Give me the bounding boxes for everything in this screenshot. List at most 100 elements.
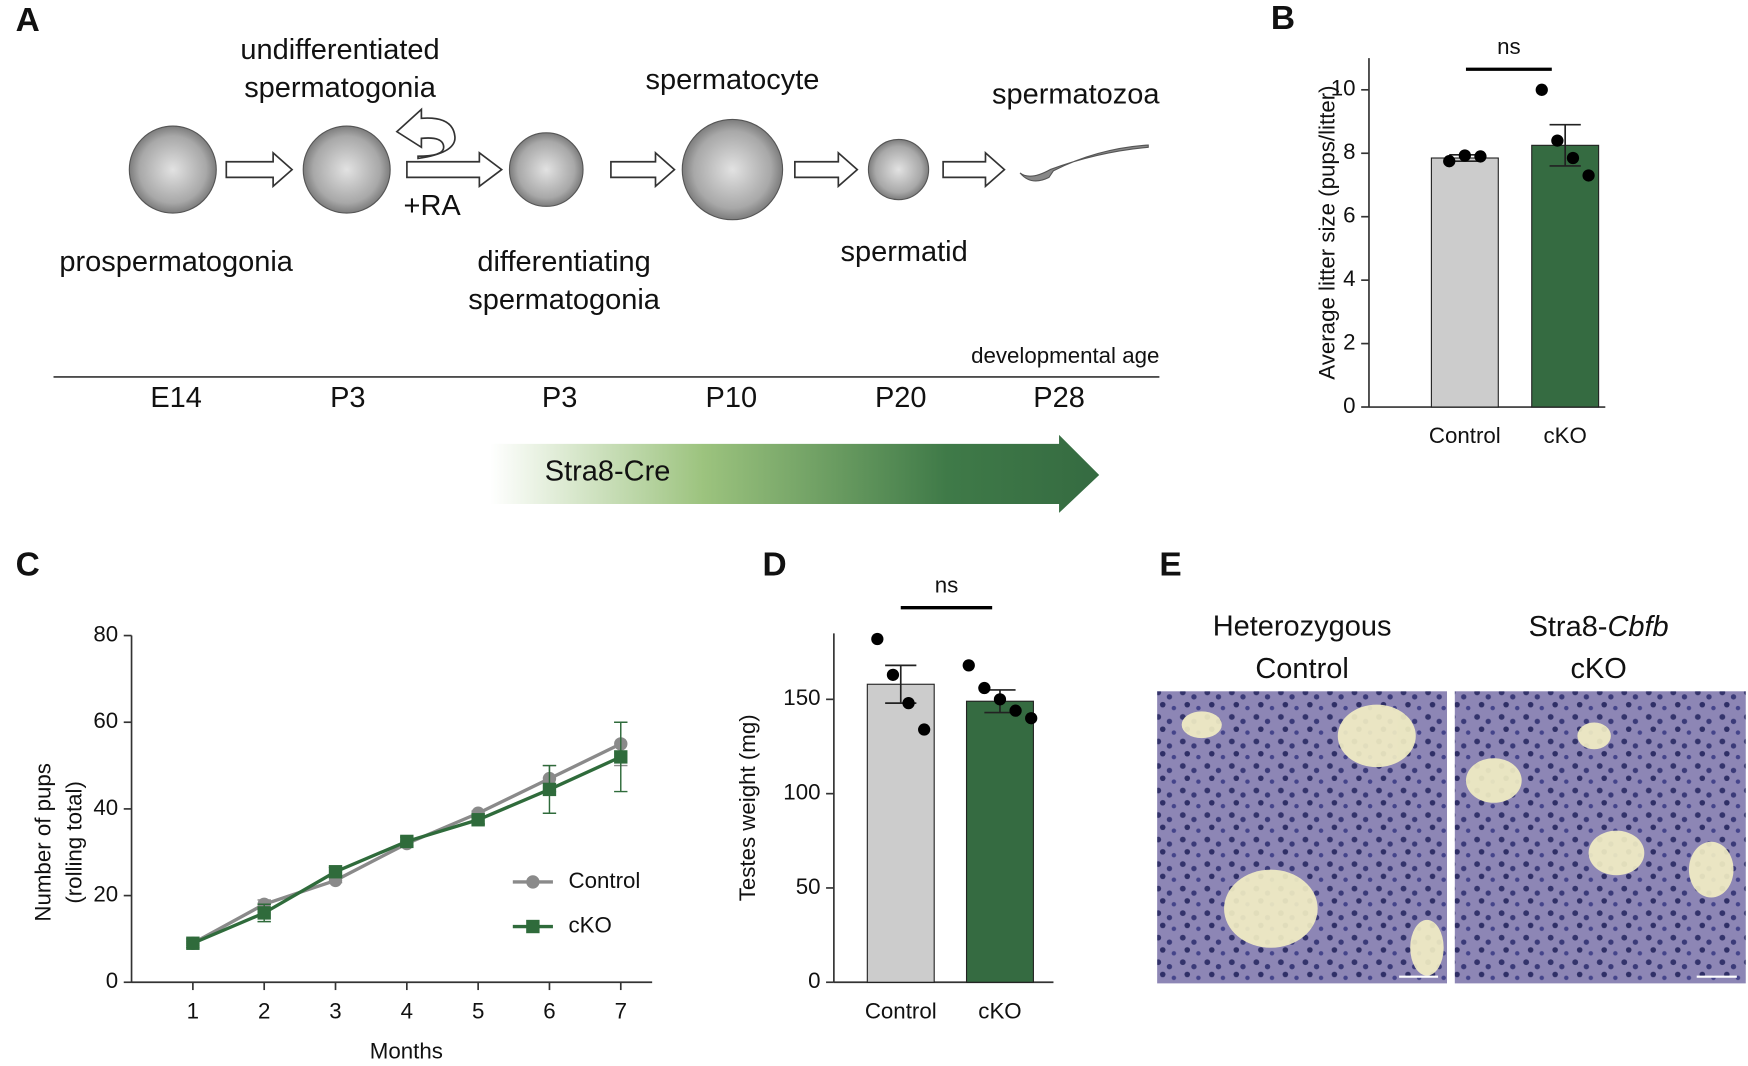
- annotation: ns: [1497, 34, 1521, 59]
- micrograph-title: Heterozygous: [1213, 610, 1392, 642]
- marker: [186, 936, 200, 950]
- data-point: [902, 696, 915, 710]
- y-axis-label: Average litter size (pups/litter): [1315, 85, 1340, 379]
- data-point: [993, 693, 1007, 706]
- x-tick-label: 5: [472, 998, 484, 1023]
- x-tick-label: 4: [401, 998, 413, 1023]
- data-point: [1582, 169, 1595, 182]
- legend-label: cKO: [569, 912, 612, 937]
- title-part: Stra8-: [1529, 610, 1608, 642]
- y-tick-label: 8: [1343, 139, 1355, 164]
- y-tick-label: 80: [93, 621, 118, 646]
- stage-label: spermatid: [840, 236, 967, 268]
- data-point: [1566, 151, 1580, 165]
- stage-label: undifferentiated: [240, 34, 439, 66]
- lumens: [1181, 704, 1734, 976]
- y-tick-label: 60: [93, 708, 118, 733]
- data-point: [918, 723, 931, 736]
- age: P20: [875, 382, 927, 414]
- y-axis-label: Number of pups: [30, 763, 55, 922]
- cre-arrow: [490, 434, 1100, 513]
- y-tick-label: 0: [1343, 393, 1355, 418]
- stage-label: prospermatogonia: [59, 246, 293, 278]
- data-point: [1458, 149, 1471, 162]
- x-tick-label: 1: [187, 998, 199, 1023]
- cell: [681, 118, 784, 221]
- age: P3: [330, 382, 365, 414]
- data-point: [1474, 150, 1487, 163]
- micrograph-title: Control: [1255, 653, 1348, 685]
- marker: [542, 782, 557, 797]
- diagram: [53, 107, 1160, 513]
- y-tick-label: 20: [93, 881, 118, 906]
- legend-label: Control: [569, 868, 641, 893]
- x-tick-label: cKO: [1544, 423, 1587, 448]
- driver: Stra8-Cre: [545, 455, 671, 487]
- y-tick-label: 0: [808, 968, 820, 993]
- y-tick-label: 4: [1343, 266, 1355, 291]
- error-bar: [1549, 123, 1581, 167]
- stage-label: spermatogonia: [468, 284, 661, 316]
- y-tick-label: 40: [93, 795, 118, 820]
- micrograph-title: cKO: [1570, 653, 1626, 685]
- x-axis-label: Months: [370, 1038, 443, 1063]
- y-tick-label: 100: [783, 780, 820, 805]
- y-tick-label: 50: [796, 874, 821, 899]
- data-point: [962, 659, 975, 672]
- y-axis-label: (rolling total): [62, 781, 87, 904]
- micrograph-title: Stra8-Cbfb: [1529, 610, 1669, 642]
- data-point: [1551, 134, 1564, 147]
- legend-marker: [526, 875, 540, 889]
- data-point: [1009, 704, 1022, 717]
- panel-letter: C: [16, 546, 40, 583]
- data-point: [1443, 155, 1456, 168]
- marker: [328, 865, 343, 879]
- cell: [867, 138, 930, 201]
- x-tick-label: Control: [865, 998, 937, 1023]
- x-tick-label: 6: [543, 998, 555, 1023]
- panel-letter: D: [763, 546, 787, 583]
- bar: [1531, 144, 1600, 408]
- stage-label: spermatogonia: [244, 72, 437, 104]
- age: E14: [150, 382, 202, 414]
- x-tick-label: Control: [1429, 423, 1501, 448]
- micrographs: [1157, 691, 1746, 984]
- age: P10: [706, 382, 758, 414]
- x-tick-label: 2: [258, 998, 270, 1023]
- y-axis-label: Testes weight (mg): [735, 714, 760, 901]
- data-point: [1535, 83, 1548, 96]
- stage-label: differentiating: [477, 246, 650, 278]
- bar: [1430, 157, 1499, 408]
- cell: [128, 125, 217, 214]
- marker: [400, 834, 414, 849]
- x-tick-label: 3: [329, 998, 341, 1023]
- stage-label: spermatozoa: [992, 79, 1160, 111]
- panel-letter: B: [1271, 0, 1295, 37]
- annotation: ns: [935, 572, 959, 597]
- y-tick-label: 2: [1343, 329, 1355, 354]
- cell: [508, 132, 584, 207]
- title-part: Cbfb: [1607, 610, 1668, 642]
- panel-letter: A: [16, 2, 40, 39]
- data-point: [871, 632, 884, 646]
- data-point: [886, 668, 900, 681]
- arrows: [225, 107, 1006, 189]
- age: P3: [542, 382, 577, 414]
- data-point: [1025, 712, 1038, 725]
- axis-label: developmental age: [971, 343, 1159, 368]
- y-tick-label: 150: [783, 685, 820, 710]
- y-tick-label: 10: [1331, 76, 1356, 101]
- legend-marker: [526, 919, 540, 934]
- marker: [257, 906, 271, 920]
- x-tick-label: 7: [615, 998, 627, 1023]
- cell: [302, 125, 391, 214]
- panel-letter: E: [1159, 546, 1181, 583]
- bar: [965, 700, 1034, 983]
- stage-label: spermatocyte: [645, 64, 819, 96]
- data-point: [978, 681, 991, 695]
- marker: [471, 813, 485, 827]
- y-tick-label: 6: [1343, 203, 1355, 228]
- x-tick-label: cKO: [978, 998, 1021, 1023]
- age: P28: [1033, 382, 1085, 414]
